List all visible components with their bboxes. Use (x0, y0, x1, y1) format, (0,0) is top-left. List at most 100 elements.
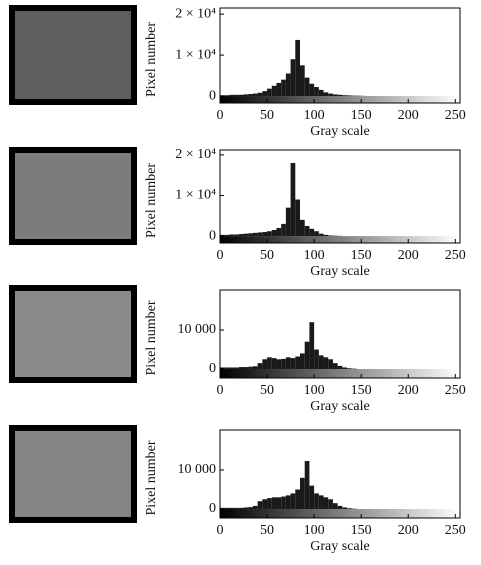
bar (257, 501, 263, 510)
bar (332, 94, 338, 97)
plot-frame (219, 7, 461, 104)
bar (252, 366, 258, 370)
x-tick-label: 50 (260, 108, 274, 123)
x-tick-label: 0 (217, 248, 224, 263)
bar (267, 357, 272, 370)
bar (328, 93, 333, 97)
y-tick-label: 0 (209, 228, 216, 243)
y-tick-label: 1 × 10⁴ (175, 47, 216, 62)
bar (271, 230, 277, 237)
bar (309, 228, 315, 237)
bar (332, 363, 338, 370)
bar (234, 507, 239, 510)
x-tick-label: 250 (445, 383, 466, 398)
y-tick-label: 10 000 (178, 462, 217, 477)
x-axis-label: Gray scale (310, 264, 369, 279)
bar (234, 367, 239, 370)
bar (323, 234, 329, 237)
bar (347, 95, 352, 97)
x-axis-label: Gray scale (310, 539, 369, 554)
bar (229, 507, 235, 510)
bar (229, 234, 235, 237)
bar (318, 355, 324, 370)
gray-scale-bar (220, 509, 460, 518)
bar (234, 94, 239, 97)
x-tick-label: 200 (398, 248, 419, 263)
plot-frame (219, 149, 461, 244)
bar (276, 227, 282, 237)
bar (328, 499, 333, 510)
x-tick-label: 150 (351, 383, 372, 398)
bar (267, 88, 272, 97)
x-tick-label: 50 (260, 248, 274, 263)
bar (262, 91, 268, 97)
x-axis-label: Gray scale (310, 399, 369, 414)
bar (285, 357, 291, 370)
bar (337, 365, 343, 370)
bar (300, 477, 305, 510)
x-tick-label: 0 (217, 108, 224, 123)
y-tick-label: 0 (209, 88, 216, 103)
bar (276, 359, 282, 370)
bar (342, 95, 348, 97)
bar (295, 489, 300, 510)
y-tick-label: 10 000 (178, 322, 217, 337)
bar (224, 507, 230, 510)
sample-image (9, 425, 137, 523)
x-axis-label: Gray scale (310, 124, 369, 139)
bar (323, 497, 329, 510)
bar (285, 73, 291, 97)
y-axis-label: Pixel number (144, 22, 159, 97)
bar (262, 359, 268, 370)
x-tick-label: 0 (217, 523, 224, 538)
bar (252, 93, 258, 97)
bar (243, 507, 249, 510)
bar (271, 358, 277, 370)
bar (262, 499, 268, 510)
plot-frame (219, 289, 461, 379)
bar (318, 89, 324, 97)
x-tick-label: 250 (445, 108, 466, 123)
bar (224, 95, 230, 97)
bar (248, 233, 253, 237)
bar (281, 496, 286, 510)
bar (243, 233, 249, 237)
bar (248, 93, 253, 97)
y-axis-label: Pixel number (144, 163, 159, 238)
bar (224, 234, 230, 237)
x-tick-label: 100 (304, 248, 325, 263)
x-tick-label: 250 (445, 523, 466, 538)
x-tick-label: 50 (260, 523, 274, 538)
bar (290, 59, 296, 97)
gray-scale-bar (220, 236, 460, 243)
bar (267, 231, 272, 237)
bar (332, 503, 338, 510)
bar (267, 498, 272, 510)
y-axis-label: Pixel number (144, 440, 159, 515)
x-tick-label: 250 (445, 248, 466, 263)
bar (243, 94, 249, 97)
sample-image (9, 5, 137, 105)
bar (314, 493, 319, 510)
bar (347, 508, 352, 510)
x-tick-label: 200 (398, 108, 419, 123)
bar (309, 322, 315, 370)
sample-image (9, 147, 137, 245)
y-tick-label: 0 (209, 501, 216, 516)
y-tick-label: 1 × 10⁴ (175, 188, 216, 203)
y-tick-label: 0 (209, 361, 216, 376)
bar (220, 507, 225, 510)
bar (271, 85, 277, 97)
sample-images (9, 5, 137, 523)
bar (314, 87, 319, 97)
bar (229, 94, 235, 97)
bar (300, 219, 305, 237)
gray-scale-bar (220, 369, 460, 378)
plot-frame (219, 429, 461, 519)
bar (323, 92, 329, 97)
bar (252, 232, 258, 237)
bar (347, 368, 352, 370)
x-tick-label: 0 (217, 383, 224, 398)
bar (342, 367, 348, 370)
y-tick-label: 2 × 10⁴ (175, 147, 216, 162)
